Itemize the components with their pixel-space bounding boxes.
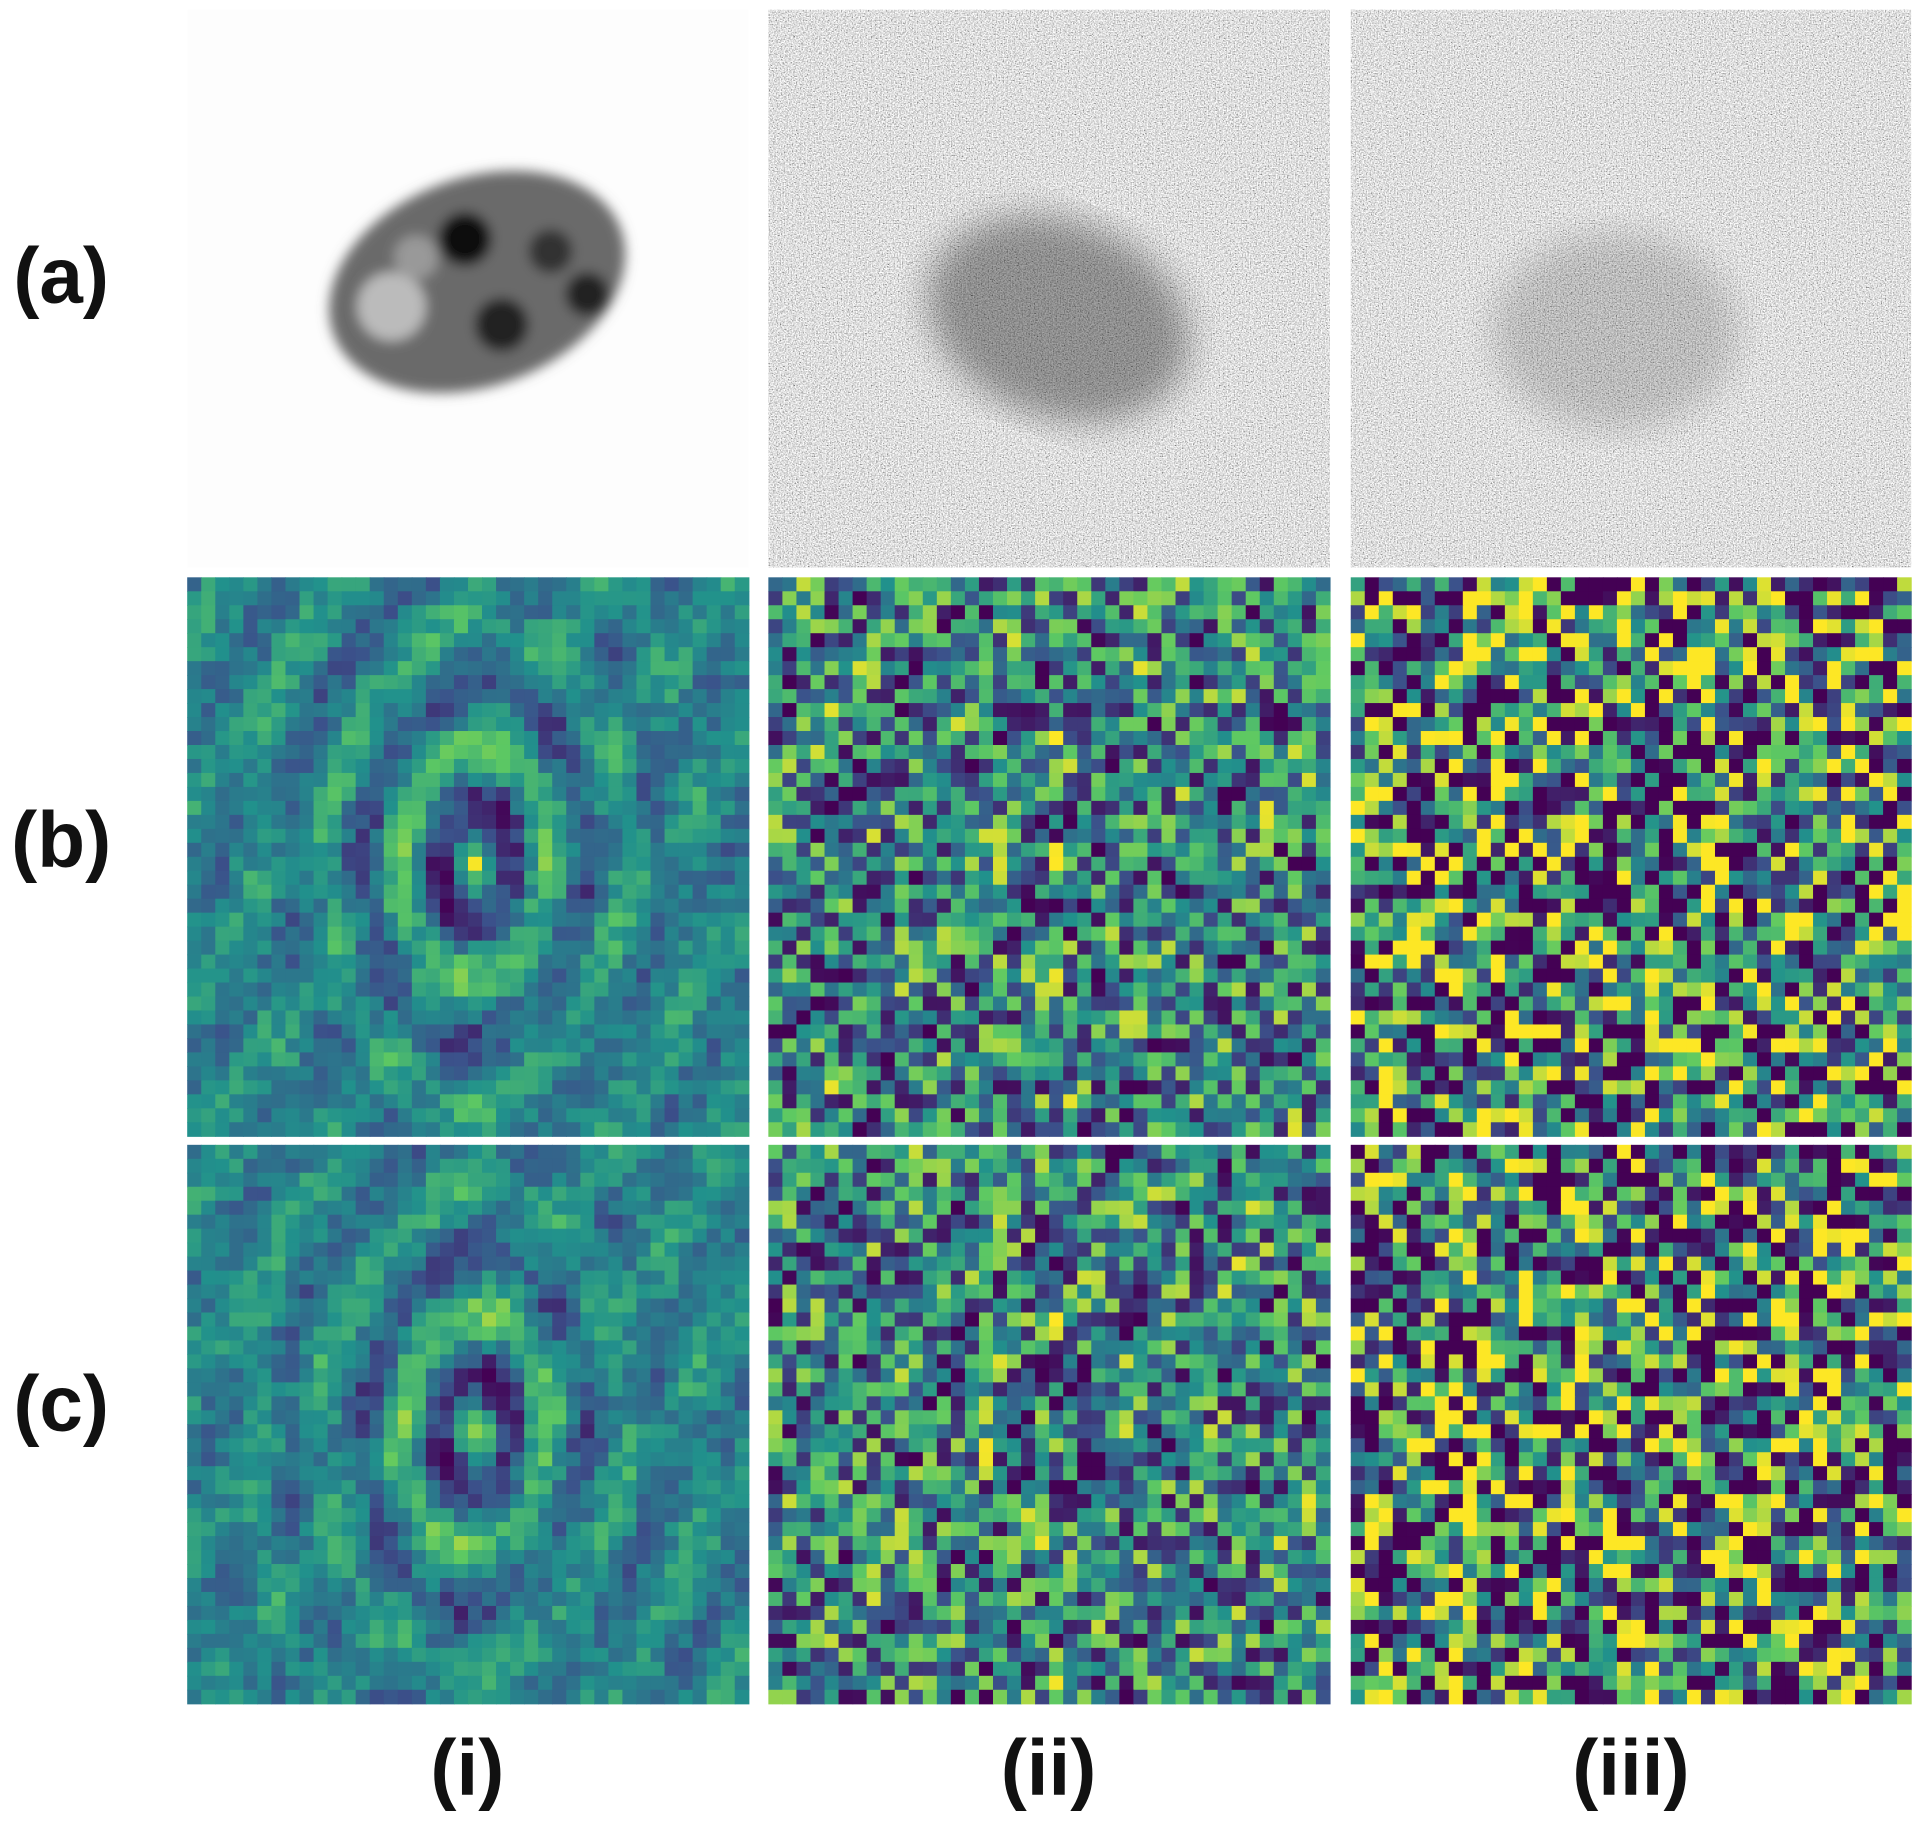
heatmap-panel [768,1144,1331,1705]
image-panel [768,9,1330,568]
image-panel [1350,9,1912,568]
column-label: (ii) [1001,1723,1097,1811]
column-label: (iii) [1572,1723,1689,1811]
column-label: (i) [430,1723,504,1811]
row-label: (c) [13,1359,109,1447]
heatmap-panel [1350,577,1912,1137]
row-label: (b) [11,795,111,883]
heatmap-panel [1350,1144,1912,1705]
heatmap-panel [187,577,750,1137]
row-label: (a) [13,232,109,320]
particle [329,170,626,393]
panels [187,9,1912,568]
heatmap-panel [768,577,1331,1137]
heatmap-panel [187,1144,750,1705]
